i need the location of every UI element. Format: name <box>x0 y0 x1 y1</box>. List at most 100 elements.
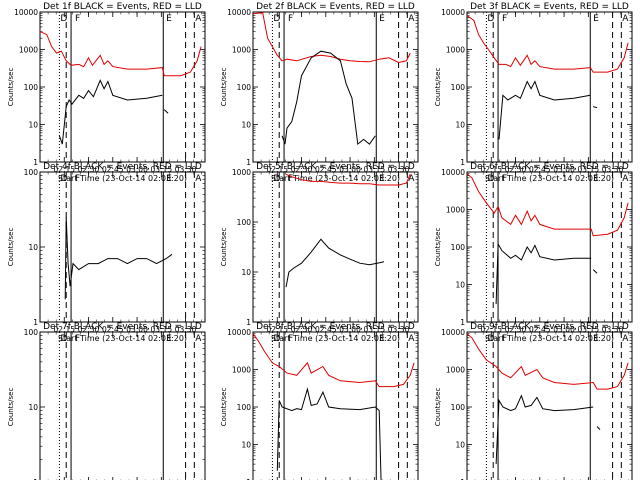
x-tick-label: 03:30 <box>602 165 624 174</box>
flag-label: D <box>60 334 67 344</box>
x-axis-label: Start Time (23-Oct-14 02:03:20) <box>271 334 400 343</box>
flag-label: E <box>593 334 599 344</box>
panel-title: Det 9f BLACK = Events, RED = LLD <box>470 322 629 332</box>
x-tick-label: 03:15 <box>151 165 173 174</box>
flag-label: E <box>166 334 172 344</box>
x-tick-label: 03:30 <box>602 325 624 334</box>
plot-frame <box>39 171 206 323</box>
x-tick-label: 03:30 <box>175 325 197 334</box>
x-axis-label: Start Time (23-Oct-14 02:03:20) <box>58 174 187 183</box>
y-tick-label: 1000 <box>446 46 465 55</box>
y-tick-label: 1000 <box>232 366 251 375</box>
flag-label: E <box>379 334 385 344</box>
events-series-line <box>495 242 592 305</box>
y-tick-label: 100 <box>24 328 39 337</box>
x-tick-label: 02:30 <box>505 325 527 334</box>
events-series-line <box>285 238 385 288</box>
y-tick-label: 1 <box>460 158 465 167</box>
x-tick-label: 03:00 <box>126 165 148 174</box>
y-tick-label: 1000 <box>19 46 38 55</box>
y-tick-label: 10 <box>28 403 38 412</box>
x-axis-label: Start Time (23-Oct-14 02:03:20) <box>485 334 614 343</box>
lld-series-line <box>466 15 629 73</box>
y-axis-label: Counts/sec <box>220 228 228 267</box>
flag-label: F <box>502 334 507 344</box>
x-tick-label: 02:30 <box>505 165 527 174</box>
x-tick-label: 03:30 <box>388 325 410 334</box>
events-series-line <box>495 394 594 465</box>
panel-6: Det 6f BLACK = Events, RED = LLD 1 10 100 10… <box>434 162 633 343</box>
y-tick-label: 10 <box>455 121 465 130</box>
x-tick-label: 03:00 <box>339 325 361 334</box>
y-tick-label: 10000 <box>14 8 38 17</box>
x-tick-label: 03:15 <box>364 165 386 174</box>
flag-label: D <box>60 14 67 24</box>
flag-label: E <box>379 14 385 24</box>
x-tick-label: 02:30 <box>78 325 100 334</box>
lld-series-line <box>466 173 629 237</box>
y-tick-label: 100 <box>451 243 466 252</box>
panel-title: Det 1f BLACK = Events, RED = LLD <box>43 2 202 12</box>
y-axis-label: Counts/sec <box>434 388 442 427</box>
x-tick-label: 02:45 <box>315 165 337 174</box>
lld-series-line <box>39 31 202 77</box>
y-tick-label: 10 <box>28 121 38 130</box>
y-tick-label: 1 <box>33 478 38 480</box>
flag-label: E <box>593 174 599 184</box>
x-tick-label: 02:30 <box>78 165 100 174</box>
flag-label: A <box>408 14 415 24</box>
y-axis-label: Counts/sec <box>7 68 15 107</box>
y-tick-label: 1 <box>246 478 251 480</box>
y-axis-label: Counts/sec <box>434 228 442 267</box>
y-tick-label: 100 <box>451 83 466 92</box>
y-tick-label: 10 <box>241 121 251 130</box>
flag-label: F <box>288 174 293 184</box>
plot-frame <box>466 11 633 163</box>
x-tick-label: 03:15 <box>151 325 173 334</box>
x-tick-label: 02:15 <box>266 325 288 334</box>
panel-1: Det 1f BLACK = Events, RED = LLD 1 10 100 10… <box>7 2 206 183</box>
plot-frame <box>252 11 419 163</box>
y-tick-label: 10 <box>241 441 251 450</box>
x-tick-label: 02:15 <box>480 325 502 334</box>
y-tick-label: 1000 <box>446 206 465 215</box>
events-tail-line <box>596 426 601 430</box>
panel-title: Det 3f BLACK = Events, RED = LLD <box>470 2 629 12</box>
flag-label: A <box>408 174 415 184</box>
flag-label: F <box>502 174 507 184</box>
y-tick-label: 10000 <box>441 8 465 17</box>
x-tick-label: 03:00 <box>126 325 148 334</box>
flag-label: D <box>273 14 280 24</box>
y-tick-label: 1 <box>246 158 251 167</box>
x-tick-label: 02:45 <box>102 325 124 334</box>
flag-label: D <box>273 334 280 344</box>
plot-frame <box>39 331 206 480</box>
flag-label: A <box>408 334 415 344</box>
y-tick-label: 1 <box>33 318 38 327</box>
x-tick-label: 02:45 <box>529 325 551 334</box>
y-tick-label: 100 <box>237 83 252 92</box>
lld-series-line <box>252 12 411 64</box>
panel-9: Det 9f BLACK = Events, RED = LLD 1 10 100 10… <box>434 322 633 480</box>
panel-3: Det 3f BLACK = Events, RED = LLD 1 10 100 10… <box>434 2 633 183</box>
x-axis-label: Start Time (23-Oct-14 02:03:20) <box>485 174 614 183</box>
flag-label: A <box>622 14 629 24</box>
flag-label: F <box>75 14 80 24</box>
x-tick-label: 03:30 <box>175 165 197 174</box>
y-axis-label: Counts/sec <box>434 68 442 107</box>
x-axis-label: Start Time (23-Oct-14 02:03:20) <box>271 174 400 183</box>
panel-title: Det 8f BLACK = Events, RED = LLD <box>256 322 415 332</box>
y-tick-label: 10 <box>455 441 465 450</box>
y-tick-label: 10000 <box>441 328 465 337</box>
y-axis-label: Counts/sec <box>7 228 15 267</box>
panel-title: Det 6f BLACK = Events, RED = LLD <box>470 162 629 172</box>
x-tick-label: 03:15 <box>578 165 600 174</box>
flag-label: D <box>60 174 67 184</box>
panel-title: Det 4f BLACK = Events, RED = LLD <box>43 162 202 172</box>
x-tick-label: 02:45 <box>315 325 337 334</box>
x-tick-label: 02:15 <box>53 165 75 174</box>
x-axis-label: Start Time (23-Oct-14 02:03:20) <box>58 334 187 343</box>
flag-label: F <box>288 334 293 344</box>
x-tick-label: 02:45 <box>102 165 124 174</box>
